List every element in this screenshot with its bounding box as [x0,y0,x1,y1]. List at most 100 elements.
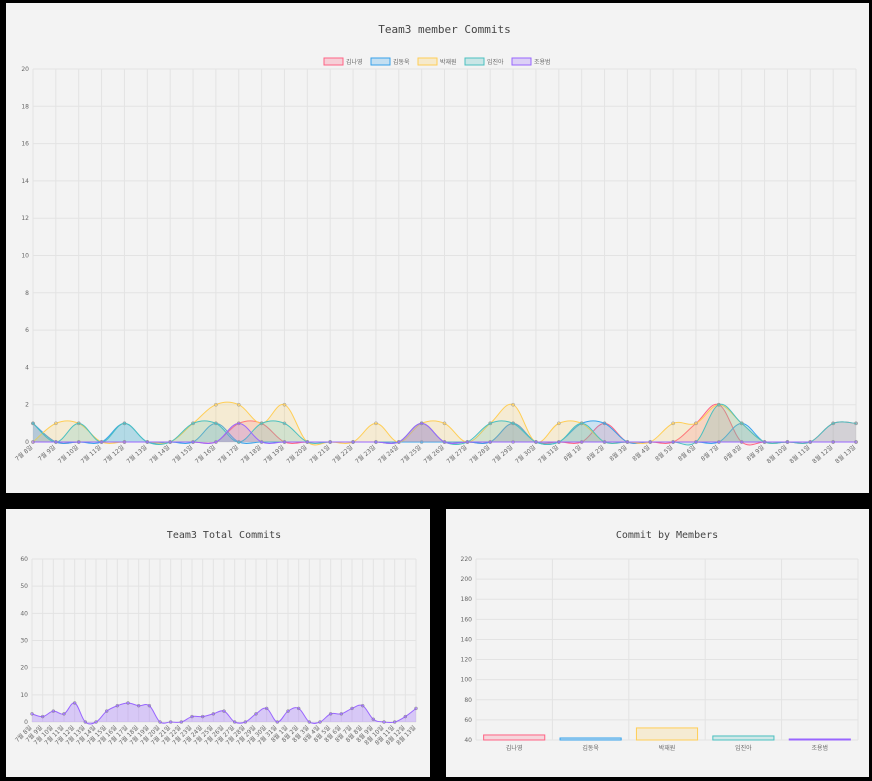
data-point[interactable] [328,440,333,444]
data-point[interactable] [83,720,88,724]
legend-swatch[interactable] [323,57,344,66]
data-point[interactable] [200,714,205,719]
data-point[interactable] [414,706,418,711]
data-point[interactable] [307,720,312,724]
data-point[interactable] [625,440,630,444]
data-point[interactable] [179,720,184,724]
data-point[interactable] [716,440,721,444]
data-point[interactable] [286,709,290,713]
legend-swatch[interactable] [370,57,391,66]
data-point[interactable] [214,440,218,444]
data-point[interactable] [31,440,35,444]
data-point[interactable] [147,703,152,708]
data-point[interactable] [488,421,493,426]
data-point[interactable] [211,712,216,716]
data-point[interactable] [72,701,77,705]
data-point[interactable] [556,421,561,426]
data-point[interactable] [236,421,241,426]
data-point[interactable] [602,440,607,444]
legend-label[interactable]: 김동욱 [393,59,410,66]
data-point[interactable] [126,701,130,705]
data-point[interactable] [122,421,127,426]
legend-label[interactable]: 임진아 [487,58,504,66]
data-point[interactable] [328,712,333,716]
data-point[interactable] [579,440,584,444]
data-point[interactable] [51,709,56,713]
data-point[interactable] [854,421,858,426]
data-point[interactable] [31,421,35,426]
bar[interactable] [559,737,622,741]
data-point[interactable] [305,440,310,444]
data-point[interactable] [168,720,173,724]
data-point[interactable] [282,402,287,407]
data-point[interactable] [282,440,287,444]
data-point[interactable] [236,402,241,407]
data-point[interactable] [808,440,813,444]
data-point[interactable] [671,421,675,426]
data-point[interactable] [122,440,127,444]
data-point[interactable] [854,440,858,444]
data-point[interactable] [511,402,515,407]
data-point[interactable] [785,440,790,444]
data-point[interactable] [99,440,104,444]
data-point[interactable] [511,440,515,444]
data-point[interactable] [191,421,195,426]
data-point[interactable] [511,421,515,426]
data-point[interactable] [282,421,287,426]
bar[interactable] [483,734,546,741]
data-point[interactable] [259,440,264,444]
data-point[interactable] [76,440,81,444]
data-point[interactable] [831,440,835,444]
data-point[interactable] [318,720,322,724]
data-point[interactable] [762,440,767,444]
data-point[interactable] [40,714,45,719]
data-point[interactable] [716,402,721,407]
legend-swatch[interactable] [417,57,438,66]
data-point[interactable] [115,703,120,708]
data-point[interactable] [62,712,66,716]
data-point[interactable] [191,440,195,444]
data-point[interactable] [579,421,584,426]
data-point[interactable] [214,402,218,407]
data-point[interactable] [465,440,470,444]
data-point[interactable] [190,714,194,719]
data-point[interactable] [556,440,561,444]
data-point[interactable] [254,712,258,716]
data-point[interactable] [145,440,150,444]
data-point[interactable] [648,440,653,444]
data-point[interactable] [168,440,173,444]
bar[interactable] [635,727,699,741]
data-point[interactable] [296,706,301,711]
data-point[interactable] [350,706,354,711]
data-point[interactable] [602,421,607,426]
data-point[interactable] [275,720,280,724]
data-point[interactable] [442,421,447,426]
data-point[interactable] [360,703,365,708]
data-point[interactable] [236,440,241,444]
data-point[interactable] [396,440,401,444]
data-point[interactable] [488,440,493,444]
data-point[interactable] [382,720,386,724]
data-point[interactable] [374,421,378,426]
legend-label[interactable]: 박재원 [440,58,457,66]
data-point[interactable] [694,421,698,426]
data-point[interactable] [259,421,264,426]
data-point[interactable] [214,421,218,426]
data-point[interactable] [671,440,675,444]
legend-label[interactable]: 김나영 [346,58,363,66]
data-point[interactable] [419,421,424,426]
legend-swatch[interactable] [511,57,532,66]
data-point[interactable] [54,421,58,426]
data-point[interactable] [222,709,226,713]
data-point[interactable] [136,703,141,708]
data-point[interactable] [243,720,248,724]
data-point[interactable] [54,440,58,444]
data-point[interactable] [442,440,447,444]
data-point[interactable] [831,421,835,426]
data-point[interactable] [374,440,378,444]
bar[interactable] [788,738,851,741]
data-point[interactable] [694,440,698,444]
data-point[interactable] [264,706,269,711]
data-point[interactable] [739,440,744,444]
data-point[interactable] [351,440,355,444]
